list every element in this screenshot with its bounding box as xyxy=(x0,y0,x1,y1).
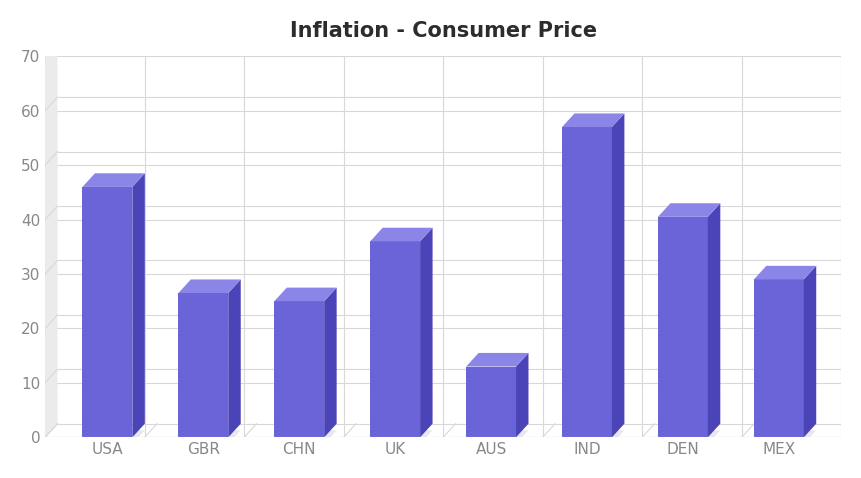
Polygon shape xyxy=(657,203,720,217)
Polygon shape xyxy=(369,228,432,241)
Polygon shape xyxy=(466,353,528,367)
Polygon shape xyxy=(83,174,145,187)
Polygon shape xyxy=(178,430,240,444)
Polygon shape xyxy=(802,266,815,437)
Polygon shape xyxy=(466,430,528,444)
Polygon shape xyxy=(228,280,240,437)
Polygon shape xyxy=(561,430,623,444)
Polygon shape xyxy=(369,430,432,444)
Polygon shape xyxy=(657,430,720,444)
Polygon shape xyxy=(45,43,58,437)
Polygon shape xyxy=(516,353,528,437)
Polygon shape xyxy=(611,113,623,437)
Polygon shape xyxy=(561,113,623,127)
Polygon shape xyxy=(707,203,720,437)
Polygon shape xyxy=(657,217,707,437)
Polygon shape xyxy=(753,430,815,444)
Polygon shape xyxy=(133,174,145,437)
Polygon shape xyxy=(274,430,337,444)
Polygon shape xyxy=(274,288,337,301)
Polygon shape xyxy=(466,367,516,437)
Polygon shape xyxy=(561,127,611,437)
Polygon shape xyxy=(753,280,802,437)
Polygon shape xyxy=(178,293,228,437)
Polygon shape xyxy=(83,430,145,444)
Polygon shape xyxy=(274,301,324,437)
Polygon shape xyxy=(753,266,815,280)
Polygon shape xyxy=(324,288,337,437)
Polygon shape xyxy=(178,280,240,293)
Polygon shape xyxy=(83,187,133,437)
Title: Inflation - Consumer Price: Inflation - Consumer Price xyxy=(289,21,596,41)
Polygon shape xyxy=(419,228,432,437)
Polygon shape xyxy=(369,241,419,437)
